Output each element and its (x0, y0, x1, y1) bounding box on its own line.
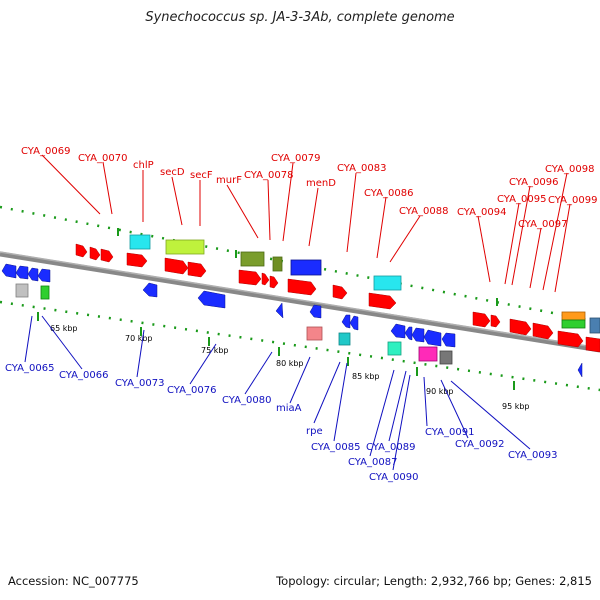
gene-label-secf: secF (190, 170, 213, 181)
gene-cya-0093 (577, 362, 583, 378)
gene-label-cya-0087: CYA_0087 (348, 457, 397, 468)
gene-label-cya-0093: CYA_0093 (508, 450, 557, 461)
scale-label: 75 kbp (201, 346, 229, 355)
gene-label-cya-0079: CYA_0079 (271, 153, 320, 164)
gene-chlp (129, 234, 151, 250)
gene-murf (240, 251, 265, 267)
gene-cya-0073 (142, 282, 158, 298)
gene-cya-0078 (272, 256, 283, 272)
gene-miaa (306, 326, 323, 341)
scale-label: 95 kbp (502, 402, 530, 411)
gene-label-rpe: rpe (306, 426, 323, 437)
gene-cya-0070a (89, 246, 101, 261)
gene-label-cya-0069: CYA_0069 (21, 146, 70, 157)
scale-label: 80 kbp (276, 359, 304, 368)
scale-ticks (37, 312, 515, 390)
gene-cya-0090 (411, 327, 425, 343)
gene-label-mend: menD (306, 178, 336, 189)
scale-label: 65 kbp (50, 324, 78, 333)
gene-mend (290, 259, 322, 276)
gene-cya-0095 (490, 314, 501, 328)
gene-label-miaa: miaA (276, 403, 302, 414)
gene-label-cya-0089: CYA_0089 (366, 442, 415, 453)
gene-label-cya-0099: CYA_0099 (548, 195, 597, 206)
gene-label-cya-0066: CYA_0066 (59, 370, 108, 381)
genome-backbone (0, 251, 600, 353)
map-title: Synechococcus sp. JA-3-3Ab, complete gen… (145, 10, 455, 25)
gene-label-cya-0094: CYA_0094 (457, 207, 506, 218)
gene-cya-0099 (561, 319, 586, 329)
gene-cya-0087 (387, 341, 402, 356)
gene-label-cya-0073: CYA_0073 (115, 378, 164, 389)
gene-cya-0094 (472, 311, 491, 328)
gene-label-cya-0065: CYA_0065 (5, 363, 54, 374)
gene-cya-0089 (390, 323, 406, 339)
gene-cya-0098 (561, 311, 586, 321)
gene-label-cya-0080: CYA_0080 (222, 395, 271, 406)
gene-label-cya-0095: CYA_0095 (497, 194, 546, 205)
gene-label-chlp: chlP (133, 160, 154, 171)
gene-secf (164, 257, 189, 275)
gene-label-secd: secD (160, 167, 185, 178)
scale-label: 85 kbp (352, 372, 380, 381)
gene-cya-0066 (37, 268, 51, 283)
scale-label: 90 kbp (426, 387, 454, 396)
gene-label-cya-0090: CYA_0090 (369, 472, 418, 483)
gene-cya-0080 (275, 302, 284, 319)
gene-label-cya-0092: CYA_0092 (455, 439, 504, 450)
gene-cya-0070b (100, 248, 114, 263)
genome-summary-text: Topology: circular; Length: 2,932,766 bp… (276, 574, 592, 588)
gene-label-cya-0076: CYA_0076 (167, 385, 216, 396)
gene-cya-0092 (439, 350, 453, 365)
gene-label-cya-0091: CYA_0091 (425, 427, 474, 438)
gene-secd (165, 239, 205, 255)
gene-cya-0085 (341, 314, 351, 329)
gene-label-cya-0083: CYA_0083 (337, 163, 386, 174)
gene-cya-0069 (75, 243, 88, 258)
accession-text: Accession: NC_007775 (8, 574, 139, 588)
scale-label: 70 kbp (125, 334, 153, 343)
gene-label-cya-0070: CYA_0070 (78, 153, 127, 164)
gene-cya-0076 (197, 290, 226, 309)
forward-genes (75, 234, 600, 353)
gene-cya-0097 (532, 322, 554, 340)
gene-label-cya-0085: CYA_0085 (311, 442, 360, 453)
gene-label-cya-0086: CYA_0086 (364, 188, 413, 199)
gene-label-murf: murF (216, 175, 242, 186)
gene-cya-0096 (509, 318, 532, 336)
gene-cya-0091 (418, 346, 438, 362)
gene-rpe (338, 332, 351, 346)
gene-label-cya-0098: CYA_0098 (545, 164, 594, 175)
gene-label-cya-0097: CYA_0097 (518, 219, 567, 230)
reverse-genes (1, 263, 583, 378)
gene-label-cya-0096: CYA_0096 (509, 177, 558, 188)
gene-cya-0088 (368, 292, 397, 310)
gene-cya-0065 (1, 263, 17, 279)
gene-label-cya-0088: CYA_0088 (399, 206, 448, 217)
gene-cya-0086 (373, 275, 402, 291)
gene-label-cya-0078: CYA_0078 (244, 170, 293, 181)
